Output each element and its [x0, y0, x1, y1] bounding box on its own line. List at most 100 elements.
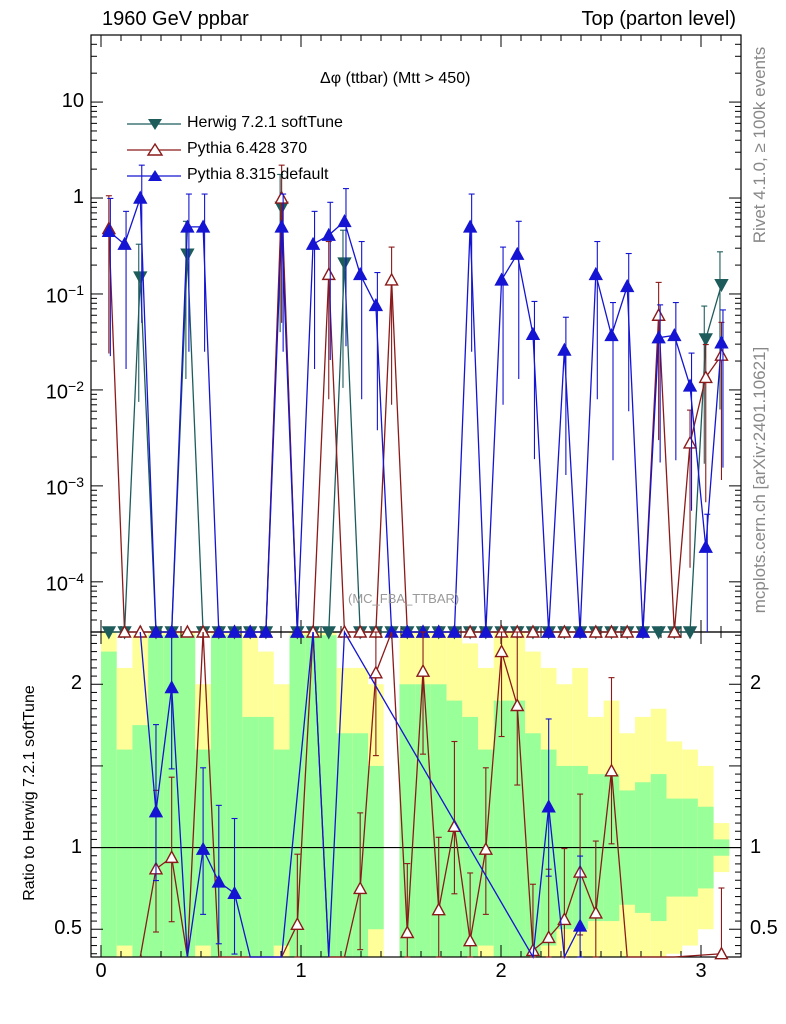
ratio-point [164, 849, 179, 864]
data-point [525, 326, 541, 340]
legend: Herwig 7.2.1 softTune Pythia 6.428 370 P… [125, 112, 385, 190]
data-point [588, 624, 603, 638]
ratio-y-tick-label: 2 [70, 672, 82, 695]
ratio-band-green [493, 700, 510, 957]
ratio-y-tick-label-right: 0.5 [750, 917, 778, 940]
data-point [243, 624, 258, 638]
data-point [714, 278, 729, 293]
source-reference-label: mcplots.cern.ch [arXiv:2401.10621] [750, 346, 769, 614]
data-point [572, 624, 588, 638]
y-tick-exponent: −3 [68, 473, 84, 490]
ratio-point [478, 841, 494, 855]
data-point [353, 266, 368, 281]
data-point [667, 624, 682, 638]
ratio-band-green [320, 635, 337, 957]
data-point [682, 626, 698, 640]
data-point [180, 219, 195, 233]
ratio-panel-series [139, 629, 729, 960]
ratio-point [604, 763, 619, 777]
collision-energy-label: 1960 GeV ppbar [102, 8, 249, 30]
series-line-2 [108, 197, 723, 633]
data-point [431, 624, 446, 638]
ratio-point [195, 841, 211, 855]
data-point [588, 266, 603, 281]
data-point [651, 330, 666, 344]
ratio-point [164, 680, 179, 694]
ratio-band-green [101, 651, 117, 957]
ratio-point [557, 911, 572, 926]
data-point [604, 327, 619, 342]
data-point [180, 248, 195, 262]
ratio-band-green [226, 635, 243, 957]
ratio-band-green [132, 725, 149, 957]
ratio-point [572, 918, 588, 932]
data-point [714, 347, 729, 361]
chart-title: Δφ (ttbar) (Mtt > 450) [320, 70, 471, 87]
data-point [337, 257, 352, 271]
data-point [510, 246, 525, 260]
ratio-band-green [462, 716, 478, 957]
data-point [117, 624, 132, 638]
data-point [101, 223, 117, 237]
data-point [337, 213, 352, 228]
legend-label-pythia8: Pythia 8.315 default [187, 166, 329, 183]
ratio-y-axis-label: Ratio to Herwig 7.2.1 softTune [21, 685, 38, 901]
ratio-band-green [258, 716, 274, 957]
ratio-band-green [415, 684, 431, 957]
x-tick-label: 3 [695, 960, 707, 982]
data-point [148, 624, 164, 638]
ratio-point [541, 799, 556, 813]
ratio-point [541, 929, 556, 944]
ratio-point [353, 880, 368, 895]
data-point [698, 333, 713, 347]
data-point [604, 624, 619, 638]
rivet-version-label: Rivet 4.1.0, ≥ 100k events [750, 46, 769, 244]
data-point [462, 624, 478, 638]
series-line-0 [108, 207, 723, 633]
ratio-point [148, 804, 164, 818]
data-point [651, 626, 666, 640]
data-point [133, 190, 148, 204]
ratio-band-green [525, 733, 541, 957]
data-point [635, 624, 651, 638]
x-tick-label: 0 [95, 960, 107, 982]
data-point [494, 272, 509, 286]
data-point [227, 624, 242, 638]
data-point [667, 327, 682, 342]
legend-marker-pythia8 [127, 170, 181, 181]
data-point [698, 369, 713, 384]
data-point [541, 624, 556, 638]
data-point [682, 435, 698, 449]
data-point [368, 297, 384, 312]
legend-entry-pythia6: Pythia 6.428 370 [125, 138, 385, 164]
data-point [305, 236, 321, 250]
ratio-point [714, 946, 729, 960]
y-tick-label: 1 [72, 186, 84, 209]
ratio-y-tick-label: 1 [70, 835, 82, 858]
ratio-band-green [399, 684, 416, 957]
ratio-point [588, 905, 603, 919]
data-point [321, 266, 336, 281]
data-point [180, 624, 195, 638]
data-point [353, 624, 368, 638]
analysis-watermark: (MC_FBA_TTBAR) [348, 591, 460, 606]
y-tick-exponent: −4 [68, 569, 84, 586]
ratio-point [227, 885, 242, 900]
ratio-line-1 [139, 629, 581, 960]
data-point [211, 624, 226, 638]
data-point [400, 624, 415, 638]
ratio-band-green [179, 635, 196, 957]
data-point [384, 272, 399, 286]
data-point [117, 236, 132, 250]
data-point [321, 626, 336, 640]
data-point [620, 624, 635, 638]
legend-entry-pythia8: Pythia 8.315 default [125, 164, 385, 190]
data-point [133, 271, 148, 285]
data-point [714, 335, 729, 349]
y-tick-label: 10−2 [45, 377, 84, 404]
ratio-y-tick-label-right: 2 [750, 672, 762, 695]
ratio-point [431, 902, 446, 916]
main-panel-series [101, 164, 729, 640]
ratio-band-green [242, 716, 259, 957]
